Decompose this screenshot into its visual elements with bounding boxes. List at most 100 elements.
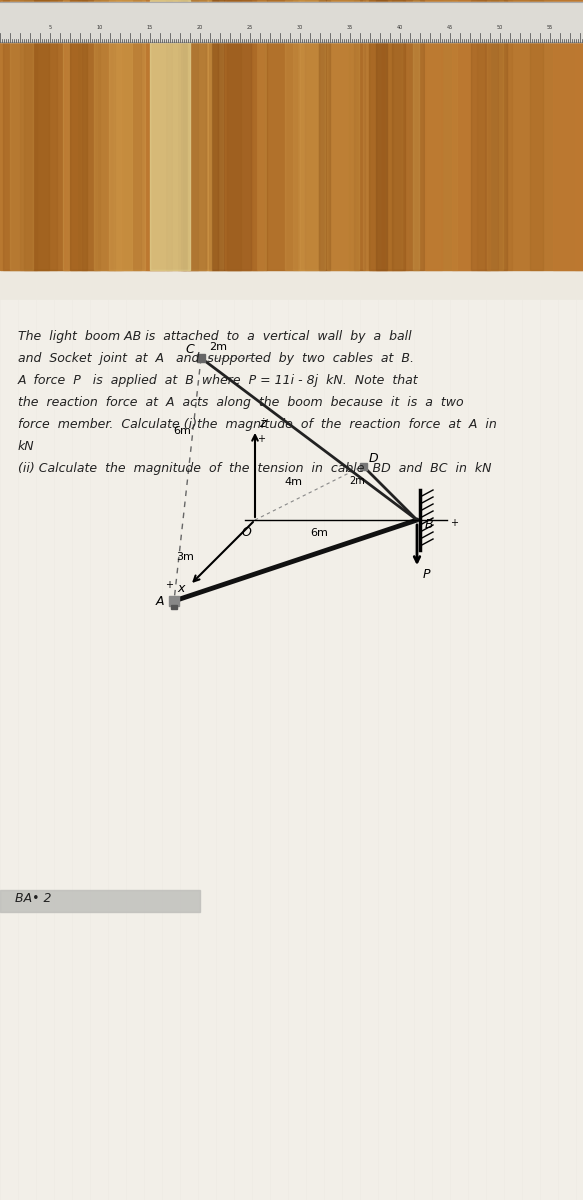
Text: 40: 40	[397, 25, 403, 30]
Bar	[70, 0, 100, 270]
Text: +: +	[165, 580, 173, 590]
Text: 2m: 2m	[349, 476, 365, 486]
Bar	[363, 0, 380, 270]
Text: 6m: 6m	[173, 426, 191, 436]
Text: 15: 15	[147, 25, 153, 30]
Text: (ii) Calculate  the  magnitude  of  the  tension  in  cable  BD  and  BC  in  kN: (ii) Calculate the magnitude of the tens…	[18, 462, 491, 475]
Text: B: B	[425, 518, 434, 530]
Bar	[387, 0, 402, 270]
Bar	[212, 0, 251, 270]
Bar	[24, 0, 50, 270]
Text: The  light  boom AB is  attached  to  a  vertical  wall  by  a  ball: The light boom AB is attached to a verti…	[18, 330, 412, 343]
Bar	[485, 0, 498, 270]
Bar	[354, 0, 365, 270]
Bar	[82, 0, 115, 270]
Text: +: +	[257, 434, 265, 444]
Bar	[470, 0, 507, 270]
Bar	[413, 0, 419, 270]
Bar	[319, 0, 330, 270]
Bar	[10, 0, 33, 270]
Bar	[553, 0, 583, 270]
Bar	[293, 0, 300, 270]
Bar	[209, 0, 218, 270]
Bar	[0, 2, 583, 42]
Bar	[181, 0, 198, 270]
Bar	[349, 0, 386, 270]
Bar	[171, 605, 177, 608]
Bar	[147, 0, 169, 270]
Text: the  reaction  force  at  A  acts  along  the  boom  because  it  is  a  two: the reaction force at A acts along the b…	[18, 396, 463, 409]
Bar	[63, 0, 69, 270]
Text: BA• 2: BA• 2	[15, 892, 51, 905]
Bar	[266, 0, 298, 270]
Bar	[169, 596, 179, 606]
Bar	[487, 0, 503, 270]
Text: 6m: 6m	[310, 528, 328, 538]
Text: 5: 5	[48, 25, 51, 30]
Bar	[81, 0, 97, 270]
Bar	[425, 0, 457, 270]
Text: A: A	[156, 595, 164, 608]
Text: 20: 20	[197, 25, 203, 30]
Bar	[208, 0, 223, 270]
Bar	[114, 0, 121, 270]
Bar	[166, 0, 173, 270]
Text: kN: kN	[18, 440, 34, 452]
Text: 55: 55	[547, 25, 553, 30]
Bar	[178, 0, 186, 270]
Bar	[424, 0, 442, 270]
Bar	[360, 463, 367, 470]
Text: 4m: 4m	[284, 476, 302, 487]
Bar	[197, 354, 205, 362]
Text: 35: 35	[347, 25, 353, 30]
Bar	[34, 0, 69, 270]
Bar	[134, 0, 141, 270]
Text: O: O	[241, 526, 251, 539]
Text: A  force  P   is  applied  at  B  where  P = 11i - 8j  kN.  Note  that: A force P is applied at B where P = 11i …	[18, 374, 419, 386]
Bar	[219, 0, 257, 270]
Text: P: P	[423, 568, 430, 581]
Bar	[0, 890, 200, 912]
Bar	[64, 0, 77, 270]
Bar	[145, 0, 165, 270]
Bar	[376, 0, 387, 270]
Bar	[370, 0, 393, 270]
Bar	[3, 0, 37, 270]
Bar	[327, 0, 359, 270]
Bar	[70, 0, 87, 270]
Text: D: D	[369, 452, 378, 464]
Text: force  member.  Calculate (i)the  magnitude  of  the  reaction  force  at  A  in: force member. Calculate (i)the magnitude…	[18, 418, 497, 431]
Bar	[452, 0, 490, 270]
Bar	[183, 0, 206, 270]
Bar	[372, 0, 408, 270]
Text: 30: 30	[297, 25, 303, 30]
Bar	[188, 0, 212, 270]
Bar	[94, 0, 132, 270]
Bar	[285, 0, 325, 270]
Text: 2m: 2m	[209, 342, 227, 352]
Bar	[226, 0, 264, 270]
Bar	[109, 0, 145, 270]
Bar	[477, 0, 512, 270]
Bar	[107, 0, 122, 270]
Bar	[305, 0, 325, 270]
Bar	[575, 0, 583, 270]
Bar	[0, 0, 583, 270]
Bar	[369, 0, 405, 270]
Text: +: +	[450, 518, 458, 528]
Text: 25: 25	[247, 25, 253, 30]
Bar	[349, 0, 360, 270]
Bar	[529, 0, 543, 270]
Bar	[227, 0, 241, 270]
Bar	[300, 0, 325, 270]
Bar	[392, 0, 423, 270]
Bar	[20, 0, 57, 270]
Text: z: z	[259, 416, 265, 430]
Text: 10: 10	[97, 25, 103, 30]
Bar	[0, 300, 583, 1200]
Text: 45: 45	[447, 25, 453, 30]
Text: 3m: 3m	[176, 552, 194, 563]
Bar	[257, 0, 266, 270]
Text: 50: 50	[497, 25, 503, 30]
Text: C: C	[185, 343, 194, 356]
